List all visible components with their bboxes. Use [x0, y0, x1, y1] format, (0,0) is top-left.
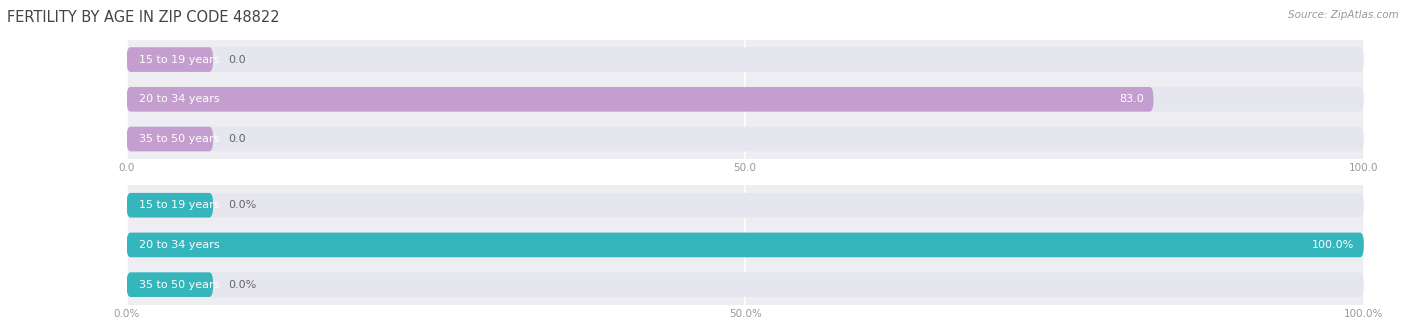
- Text: 15 to 19 years: 15 to 19 years: [139, 200, 219, 210]
- FancyBboxPatch shape: [127, 272, 1364, 297]
- Text: 0.0%: 0.0%: [228, 200, 256, 210]
- Text: 35 to 50 years: 35 to 50 years: [139, 280, 219, 290]
- FancyBboxPatch shape: [127, 233, 1364, 257]
- FancyBboxPatch shape: [127, 193, 214, 217]
- Text: 20 to 34 years: 20 to 34 years: [139, 240, 219, 250]
- FancyBboxPatch shape: [127, 47, 214, 72]
- Text: 83.0: 83.0: [1119, 94, 1143, 104]
- FancyBboxPatch shape: [127, 193, 1364, 217]
- Text: 0.0%: 0.0%: [228, 280, 256, 290]
- FancyBboxPatch shape: [127, 47, 1364, 72]
- FancyBboxPatch shape: [127, 127, 1364, 151]
- FancyBboxPatch shape: [127, 87, 1364, 112]
- Text: FERTILITY BY AGE IN ZIP CODE 48822: FERTILITY BY AGE IN ZIP CODE 48822: [7, 10, 280, 25]
- Text: 0.0: 0.0: [228, 55, 246, 65]
- Text: 0.0: 0.0: [228, 134, 246, 144]
- FancyBboxPatch shape: [127, 233, 1364, 257]
- Text: 100.0%: 100.0%: [1312, 240, 1354, 250]
- Text: 20 to 34 years: 20 to 34 years: [139, 94, 219, 104]
- FancyBboxPatch shape: [127, 87, 1153, 112]
- Text: 15 to 19 years: 15 to 19 years: [139, 55, 219, 65]
- FancyBboxPatch shape: [127, 127, 214, 151]
- FancyBboxPatch shape: [127, 272, 214, 297]
- Text: 35 to 50 years: 35 to 50 years: [139, 134, 219, 144]
- Text: Source: ZipAtlas.com: Source: ZipAtlas.com: [1288, 10, 1399, 20]
